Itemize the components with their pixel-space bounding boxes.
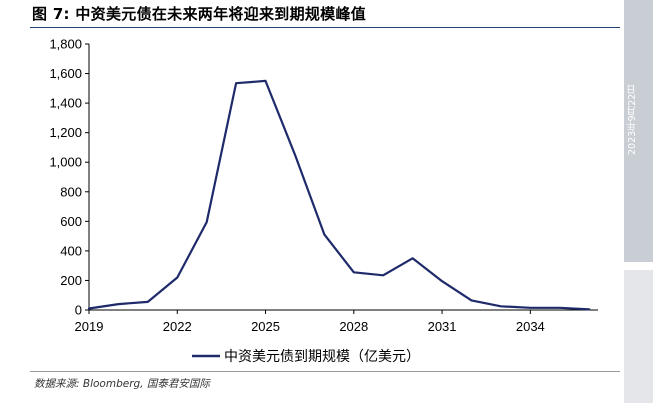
y-tick-label: 0 [75, 303, 82, 318]
y-tick-label: 1,600 [49, 66, 82, 81]
y-tick-label: 400 [60, 243, 82, 258]
y-tick-label: 1,000 [49, 155, 82, 170]
y-tick-label: 1,400 [49, 96, 82, 111]
x-tick-label: 2019 [75, 319, 104, 334]
x-tick-label: 2022 [163, 319, 192, 334]
side-date-label: 2023年9月22日 [627, 84, 638, 156]
title-rule [30, 27, 620, 28]
data-point [205, 221, 207, 223]
data-point [264, 80, 266, 82]
y-tick-label: 800 [60, 184, 82, 199]
data-point [411, 257, 413, 259]
data-point [117, 303, 119, 305]
data-point [323, 233, 325, 235]
chart-axes [88, 44, 598, 311]
x-tick-label: 2034 [516, 319, 545, 334]
data-point [559, 307, 561, 309]
x-axis-ticks: 2019 2022 2025 2028 2031 2034 [75, 310, 545, 334]
y-tick-label: 1,200 [49, 125, 82, 140]
line-chart: 0 200 400 600 800 1,000 1,200 1,400 1,600 1,800 2… [49, 37, 598, 365]
data-point [353, 271, 355, 273]
series-layer [87, 79, 591, 311]
source-note: 数据来源: Bloomberg, 国泰君安国际 [34, 378, 210, 390]
chart-legend: 中资美元债到期规模（亿美元） [192, 349, 420, 365]
data-point [529, 307, 531, 309]
y-tick-label: 1,800 [49, 37, 82, 52]
y-tick-label: 600 [60, 214, 82, 229]
side-strip-top: 2023年9月22日 [624, 0, 653, 262]
data-point [147, 301, 149, 303]
side-strip-divider [624, 262, 653, 270]
y-tick-label: 200 [60, 273, 82, 288]
data-point [382, 274, 384, 276]
side-strip: 2023年9月22日 [624, 0, 653, 403]
data-point [176, 276, 178, 278]
figure-title: 图 7: 中资美元债在未来两年将迎来到期规模峰值 [32, 5, 367, 23]
data-point [441, 280, 443, 282]
data-point [294, 154, 296, 156]
data-point [88, 307, 90, 309]
data-point [588, 308, 590, 310]
x-tick-label: 2031 [428, 319, 457, 334]
x-tick-label: 2028 [339, 319, 368, 334]
data-point [500, 305, 502, 307]
legend-label: 中资美元债到期规模（亿美元） [224, 349, 420, 365]
data-point [470, 299, 472, 301]
x-tick-label: 2025 [251, 319, 280, 334]
y-axis-ticks: 0 200 400 600 800 1,000 1,200 1,400 1,600 1,800 [49, 37, 89, 318]
series-line [87, 79, 591, 311]
source-rule [30, 371, 620, 372]
data-point [235, 82, 237, 84]
